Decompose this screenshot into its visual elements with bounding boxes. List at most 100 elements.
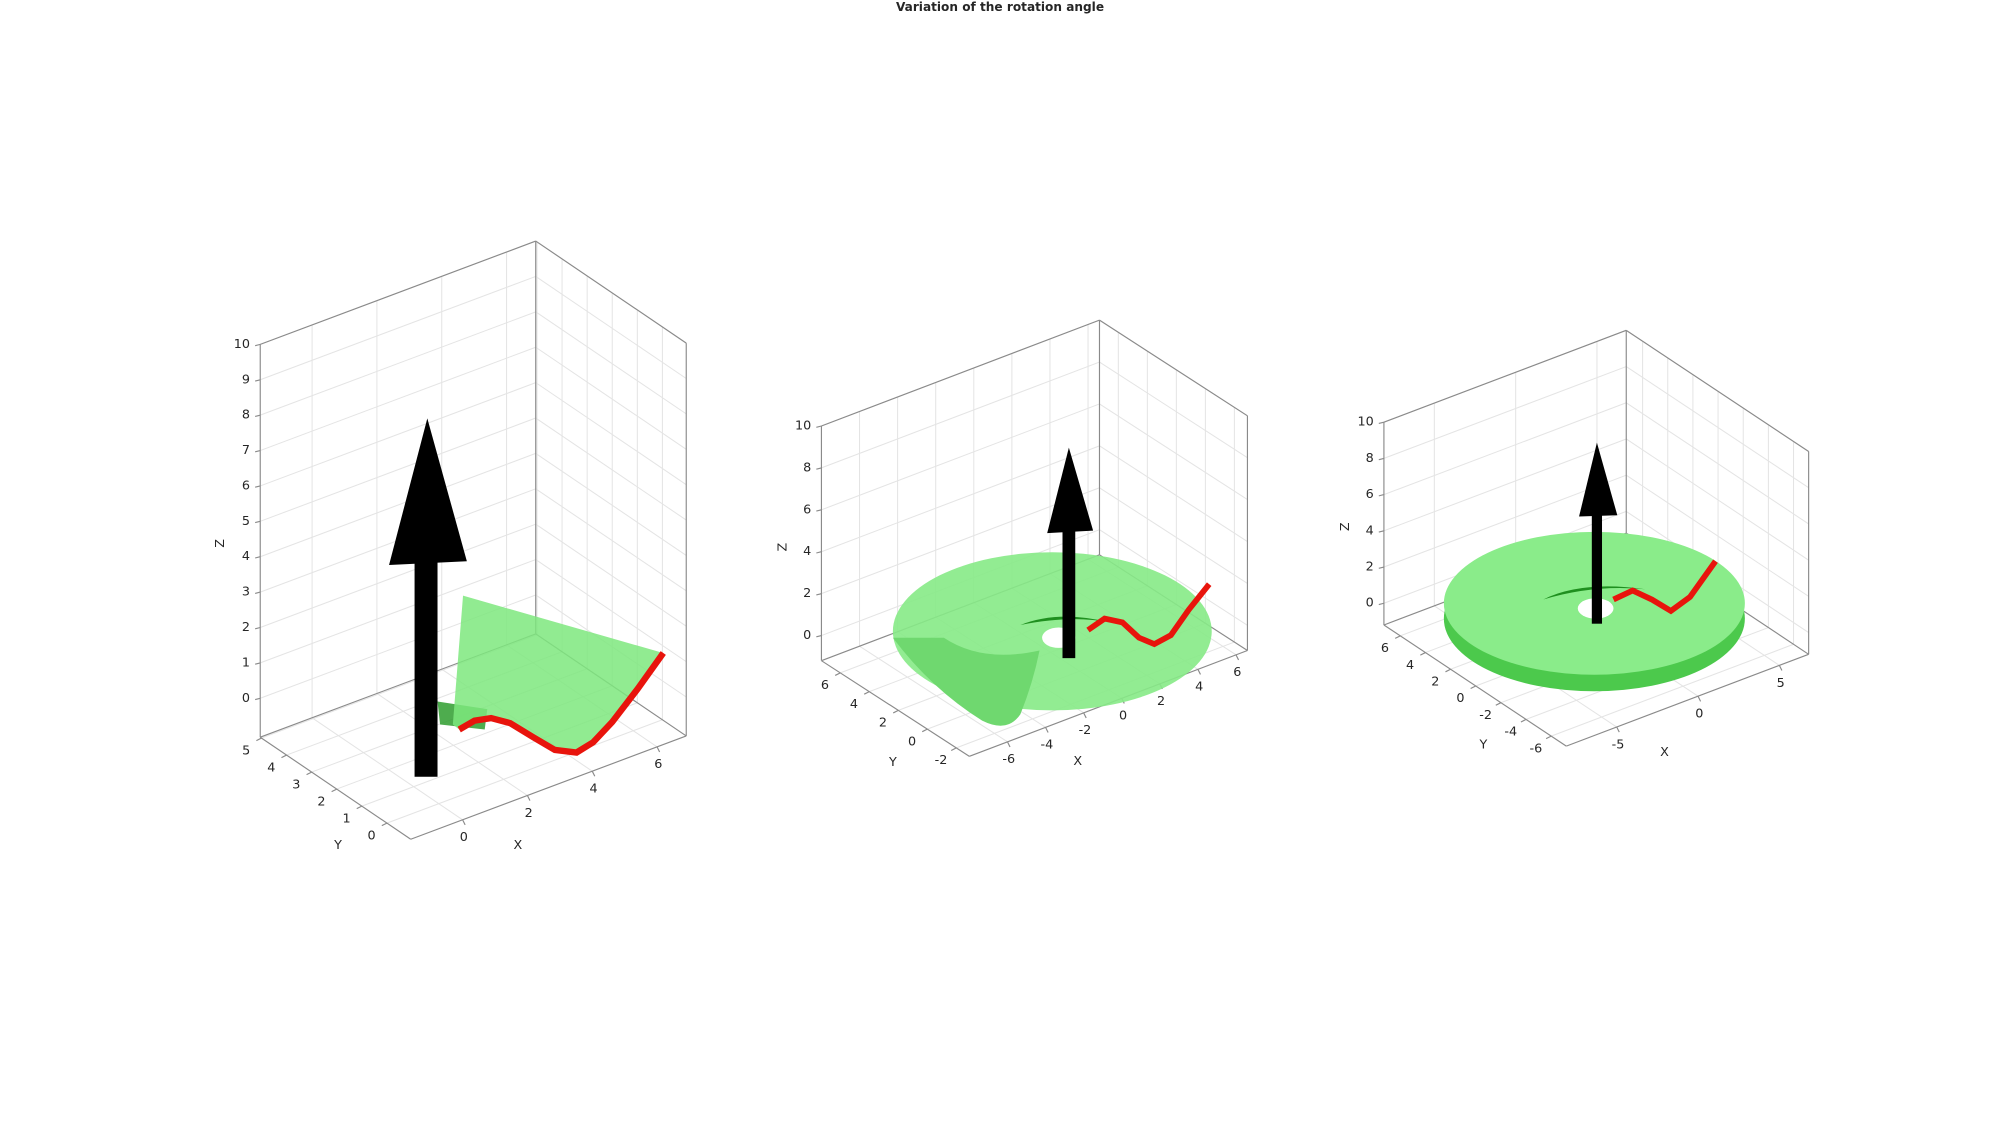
tick-mark bbox=[834, 672, 841, 676]
z-tick-label: 0 bbox=[803, 628, 811, 643]
grid-line bbox=[1625, 402, 1809, 525]
x-tick-label: 0 bbox=[1695, 707, 1703, 722]
surface-shade bbox=[1020, 616, 1110, 625]
y-tick-label: 4 bbox=[850, 697, 858, 712]
tick-mark bbox=[1045, 727, 1049, 733]
box-edge bbox=[821, 660, 970, 757]
z-tick-label: 9 bbox=[242, 372, 250, 387]
surface-2 bbox=[892, 447, 1212, 726]
z-tick-label: 0 bbox=[1366, 596, 1374, 611]
z-tick-label: 10 bbox=[234, 337, 250, 352]
box-edge bbox=[1566, 653, 1809, 747]
y-tick-label: 0 bbox=[908, 734, 916, 749]
tick-mark bbox=[254, 662, 261, 665]
tick-mark bbox=[656, 746, 661, 753]
y-tick-label: 4 bbox=[267, 760, 275, 775]
box-edge bbox=[1625, 329, 1809, 452]
z-tick-label: 4 bbox=[242, 549, 250, 564]
tick-mark bbox=[1378, 566, 1385, 569]
arrow-head bbox=[389, 418, 467, 566]
grid-line bbox=[535, 417, 687, 521]
tick-mark bbox=[254, 626, 261, 630]
tick-mark bbox=[1495, 702, 1502, 706]
tick-mark bbox=[281, 754, 287, 759]
tick-mark bbox=[1470, 685, 1476, 690]
y-tick-label: 0 bbox=[368, 828, 376, 843]
tick-mark bbox=[1197, 669, 1201, 675]
tick-mark bbox=[1083, 712, 1087, 719]
z-tick-label: 10 bbox=[1357, 415, 1373, 430]
grid-line bbox=[1383, 366, 1627, 459]
tick-mark bbox=[1378, 602, 1385, 606]
grid-line bbox=[535, 452, 687, 556]
x-tick-label: 0 bbox=[1119, 709, 1127, 724]
z-tick-label: 2 bbox=[803, 586, 811, 601]
tick-mark bbox=[1378, 457, 1385, 461]
box-edge bbox=[1383, 624, 1567, 747]
box-edge bbox=[1383, 329, 1627, 423]
grid-line bbox=[1383, 402, 1627, 496]
tick-mark bbox=[1616, 726, 1620, 733]
grid-line bbox=[1099, 361, 1248, 459]
box-edge bbox=[410, 735, 687, 840]
grid-line bbox=[821, 403, 1100, 511]
z-axis-label: Z bbox=[776, 543, 791, 552]
y-tick-label: 2 bbox=[1431, 675, 1439, 690]
z-tick-label: 6 bbox=[242, 478, 250, 493]
tick-mark bbox=[1235, 654, 1240, 661]
curve bbox=[1612, 559, 1718, 615]
grid-line bbox=[311, 717, 463, 821]
grid-line bbox=[1383, 438, 1627, 532]
curve bbox=[1086, 582, 1212, 648]
x-tick-label: 6 bbox=[654, 757, 662, 772]
tick-mark bbox=[331, 788, 337, 793]
y-tick-label: 0 bbox=[1456, 691, 1464, 706]
tick-mark bbox=[1006, 741, 1011, 748]
x-tick-label: -6 bbox=[1002, 752, 1015, 767]
x-tick-label: 4 bbox=[589, 782, 597, 797]
surface bbox=[452, 595, 664, 753]
surface-1 bbox=[389, 418, 666, 777]
z-tick-label: 6 bbox=[1366, 487, 1374, 502]
y-axis-label: Y bbox=[1479, 737, 1488, 752]
grid-line bbox=[535, 523, 687, 627]
x-tick-label: 4 bbox=[1195, 680, 1203, 695]
z-axis-label: Z bbox=[213, 539, 228, 548]
surface-3 bbox=[1443, 442, 1745, 692]
tick-mark bbox=[1520, 718, 1527, 723]
y-tick-label: 1 bbox=[342, 811, 350, 826]
x-axis-label: X bbox=[514, 838, 523, 853]
tick-mark bbox=[921, 728, 928, 733]
grid-line bbox=[260, 311, 536, 416]
curve bbox=[457, 651, 666, 756]
tick-mark bbox=[1420, 652, 1426, 656]
tick-mark bbox=[816, 467, 822, 470]
grid-line bbox=[821, 487, 1100, 595]
x-tick-label: 5 bbox=[1777, 676, 1785, 691]
grid-line bbox=[535, 346, 687, 450]
tick-mark bbox=[1697, 695, 1702, 702]
y-tick-label: -2 bbox=[1479, 708, 1492, 723]
tick-mark bbox=[1378, 494, 1385, 497]
grid-line bbox=[260, 382, 536, 487]
box-edge bbox=[259, 736, 412, 840]
grid-line bbox=[1099, 445, 1248, 542]
grid-line bbox=[1625, 474, 1809, 597]
tick-mark bbox=[254, 414, 261, 417]
tick-mark bbox=[1545, 735, 1552, 740]
box-edge bbox=[535, 240, 687, 344]
grid-line bbox=[1625, 366, 1809, 489]
y-tick-label: -4 bbox=[1504, 725, 1517, 740]
grid-line bbox=[821, 361, 1100, 469]
z-tick-label: 10 bbox=[795, 419, 811, 434]
grid-line bbox=[260, 452, 536, 558]
grid-line bbox=[260, 523, 536, 628]
grid-line bbox=[535, 311, 687, 415]
tick-mark bbox=[462, 819, 466, 826]
z-tick-label: 2 bbox=[1366, 560, 1374, 575]
tick-mark bbox=[526, 795, 531, 801]
tick-mark bbox=[1445, 668, 1451, 673]
tick-mark bbox=[591, 770, 596, 777]
x-tick-label: -4 bbox=[1040, 738, 1053, 753]
tick-mark bbox=[892, 709, 899, 714]
